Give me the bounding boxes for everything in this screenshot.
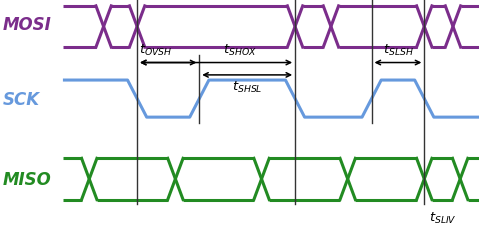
Text: $t_{SLSH}$: $t_{SLSH}$ [383,43,413,58]
Text: $t_{SLIV}$: $t_{SLIV}$ [429,210,457,225]
Text: $t_{SHOX}$: $t_{SHOX}$ [223,43,257,58]
Text: SCK: SCK [3,90,40,108]
Text: MISO: MISO [3,170,52,188]
Text: $t_{OVSH}$: $t_{OVSH}$ [139,43,172,58]
Text: $t_{SHSL}$: $t_{SHSL}$ [232,80,263,95]
Text: MOSI: MOSI [3,16,52,34]
